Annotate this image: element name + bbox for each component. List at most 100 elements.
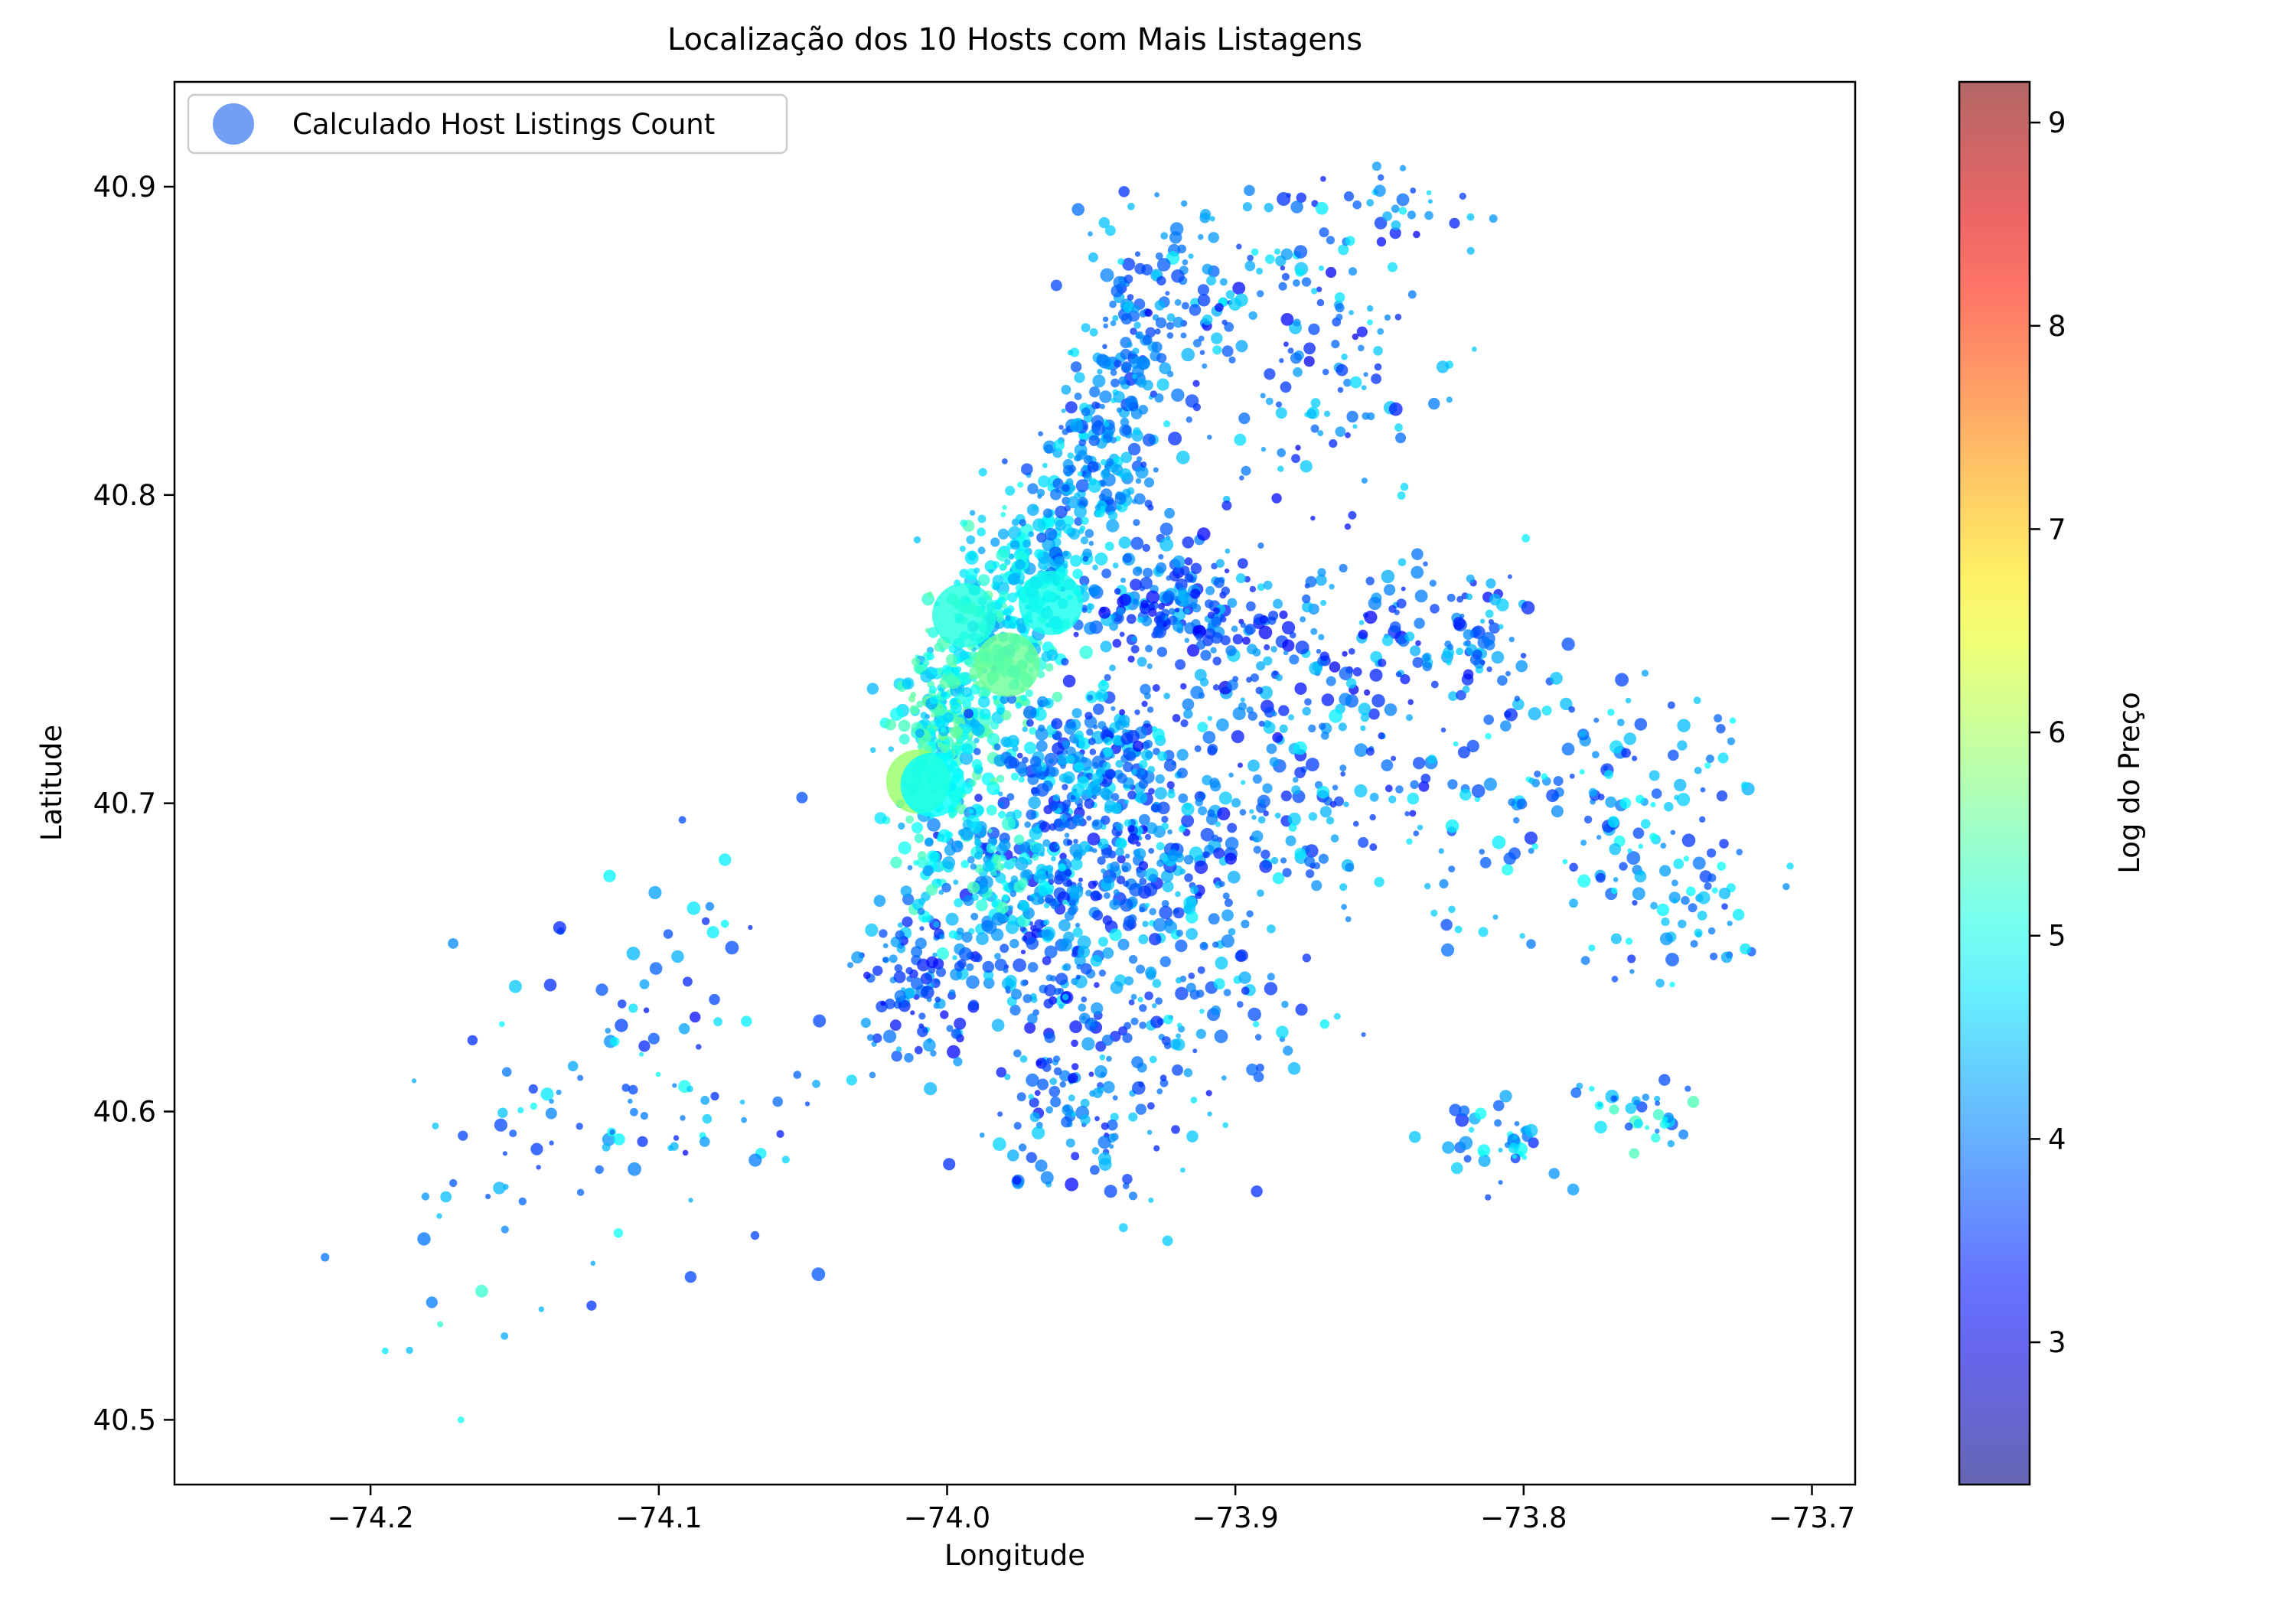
listing-point <box>1129 882 1143 897</box>
listing-point <box>942 856 956 869</box>
listing-point <box>1130 328 1137 335</box>
listing-point <box>1228 772 1234 778</box>
listing-point <box>1406 838 1413 845</box>
listing-point <box>1110 285 1124 298</box>
listing-point <box>954 961 965 972</box>
listing-point <box>1186 644 1200 657</box>
listing-point <box>998 810 1006 819</box>
listing-point <box>1009 622 1016 629</box>
listing-point <box>1091 401 1100 409</box>
listing-point <box>1632 755 1638 761</box>
listing-point <box>1102 761 1111 771</box>
listing-point <box>1109 898 1120 911</box>
listing-point <box>772 1096 783 1107</box>
listing-point <box>1199 1009 1205 1014</box>
listing-point <box>1098 493 1106 500</box>
listing-point <box>1596 835 1602 840</box>
listing-point <box>1189 846 1203 861</box>
listing-point <box>924 1082 938 1096</box>
listing-point <box>1052 794 1061 802</box>
listing-point <box>1634 870 1647 883</box>
listing-point <box>1326 676 1336 686</box>
listing-point <box>1607 816 1619 828</box>
listing-point <box>1281 621 1296 634</box>
listing-point <box>1358 702 1371 715</box>
listing-point <box>1058 919 1071 932</box>
listing-point <box>1319 806 1332 818</box>
listing-point <box>1059 813 1068 822</box>
listing-point <box>1625 1103 1637 1114</box>
listing-point <box>710 1091 719 1101</box>
listing-point <box>1145 902 1150 908</box>
listing-point <box>1491 650 1505 664</box>
listing-point <box>1199 350 1205 356</box>
listing-point <box>1097 368 1103 375</box>
listing-point <box>1042 929 1055 941</box>
listing-point <box>1139 813 1150 826</box>
listing-point <box>1176 748 1189 761</box>
listing-point <box>1065 746 1076 757</box>
listing-point <box>1609 1104 1619 1115</box>
listing-point <box>987 563 993 570</box>
listing-point <box>1141 700 1148 708</box>
listing-point <box>880 1001 886 1006</box>
listing-point <box>1446 593 1456 602</box>
listing-point <box>1263 810 1269 817</box>
listing-point <box>1462 685 1470 693</box>
listing-point <box>1050 279 1062 292</box>
listing-point <box>963 895 974 906</box>
listing-point <box>509 1129 517 1138</box>
listing-point <box>1118 186 1130 197</box>
listing-point <box>540 1087 554 1101</box>
listing-point <box>1105 458 1114 467</box>
listing-point <box>545 1107 557 1120</box>
listing-point <box>1133 519 1140 526</box>
listing-point <box>1225 645 1237 657</box>
listing-point <box>1128 999 1135 1006</box>
listing-point <box>1099 390 1112 403</box>
listing-point <box>497 1107 508 1118</box>
listing-point <box>1027 1013 1038 1025</box>
listing-point <box>997 528 1009 540</box>
listing-point <box>1316 298 1325 307</box>
listing-point <box>411 1078 417 1084</box>
listing-point <box>1006 793 1015 801</box>
listing-point <box>1673 859 1684 869</box>
listing-point <box>889 954 898 963</box>
listing-point <box>1115 830 1121 836</box>
listing-point <box>1032 518 1046 532</box>
listing-point <box>1207 809 1215 817</box>
listing-point <box>846 1074 857 1086</box>
listing-point <box>1172 555 1186 569</box>
listing-point <box>1660 843 1667 849</box>
listing-point <box>1414 589 1428 603</box>
listing-point <box>1184 557 1193 566</box>
listing-point <box>1133 493 1146 505</box>
listing-point <box>590 1260 596 1266</box>
listing-point <box>1483 714 1494 725</box>
listing-point <box>1548 1168 1560 1179</box>
listing-point <box>321 1253 330 1262</box>
listing-point <box>1250 673 1259 683</box>
listing-point <box>678 1023 690 1035</box>
listing-point <box>1315 574 1327 586</box>
listing-point <box>1343 191 1355 202</box>
listing-point <box>1075 974 1081 980</box>
listing-point <box>1042 462 1048 468</box>
listing-point <box>706 926 719 939</box>
listing-point <box>1705 755 1714 763</box>
listing-point <box>937 836 942 842</box>
listing-point <box>1421 654 1430 663</box>
listing-point <box>1427 199 1433 204</box>
legend: Calculado Host Listings Count <box>187 93 788 155</box>
listing-point <box>1132 373 1137 380</box>
y-axis-ticks: 40.540.640.740.840.9 <box>93 171 174 1436</box>
listing-point <box>993 743 1001 751</box>
listing-point <box>1143 882 1158 897</box>
listing-point <box>1514 696 1521 702</box>
listing-point <box>1059 1070 1071 1082</box>
listing-point <box>1110 369 1117 376</box>
listing-point <box>1042 508 1053 518</box>
listing-point <box>1358 836 1369 848</box>
listing-point <box>1183 855 1194 865</box>
